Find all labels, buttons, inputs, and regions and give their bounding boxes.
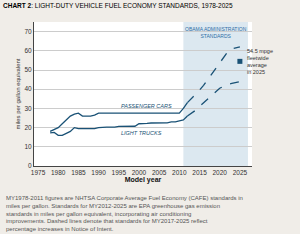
svg-text:LIGHT TRUCKS: LIGHT TRUCKS [121,130,162,136]
svg-text:2015: 2015 [192,169,207,176]
svg-text:OBAMA ADMINISTRATIONSTANDARDS: OBAMA ADMINISTRATIONSTANDARDS [185,26,247,39]
svg-text:30: 30 [24,105,32,112]
svg-text:PASSENGER CARS: PASSENGER CARS [121,103,172,109]
svg-text:2010: 2010 [172,169,187,176]
svg-text:1975: 1975 [31,169,46,176]
svg-text:70: 70 [24,28,32,35]
svg-text:MY1978-2011 figures are NHTSA: MY1978-2011 figures are NHTSA Corporate … [6,195,243,232]
svg-text:2005: 2005 [152,169,167,176]
svg-text:54.5 mpgefleetwideaveragein 20: 54.5 mpgefleetwideaveragein 2025 [247,48,273,75]
svg-text:20: 20 [24,124,32,131]
svg-text:2000: 2000 [132,169,147,176]
svg-text:60: 60 [24,47,32,54]
svg-text:1980: 1980 [51,169,66,176]
svg-text:1995: 1995 [112,169,127,176]
svg-text:40: 40 [24,85,32,92]
svg-text:2020: 2020 [212,169,227,176]
svg-text:10: 10 [24,143,32,150]
svg-text:2025: 2025 [233,169,248,176]
svg-text:1985: 1985 [71,169,86,176]
svg-text:CHART 2: LIGHT-DUTY VEHICLE FU: CHART 2: LIGHT-DUTY VEHICLE FUEL ECONOMY… [3,2,233,9]
svg-text:50: 50 [24,66,32,73]
svg-text:miles per gallon equivalent: miles per gallon equivalent [15,58,21,129]
svg-text:Model year: Model year [125,176,162,184]
svg-text:0: 0 [28,162,32,169]
svg-text:1990: 1990 [91,169,106,176]
